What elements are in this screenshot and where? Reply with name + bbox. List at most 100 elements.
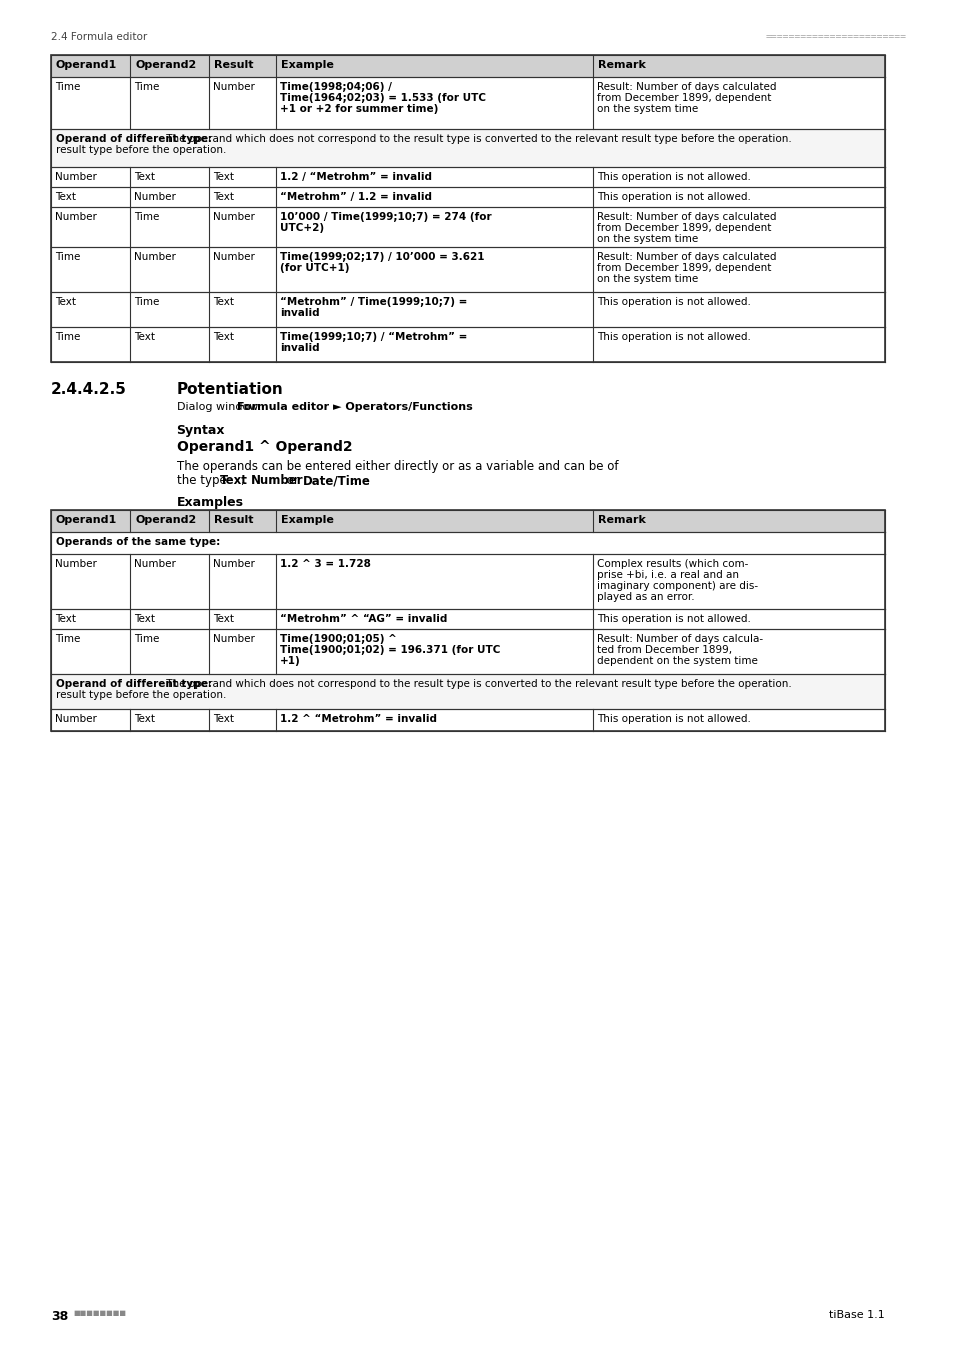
Text: Example: Example [281, 59, 334, 70]
Text: Text: Text [134, 332, 155, 342]
Text: Time(1900;01;02) = 196.371 (for UTC: Time(1900;01;02) = 196.371 (for UTC [280, 645, 500, 655]
Text: UTC+2): UTC+2) [280, 223, 324, 234]
Text: Complex results (which com-: Complex results (which com- [597, 559, 747, 568]
Text: .: . [351, 474, 355, 487]
Text: Time: Time [55, 252, 80, 262]
Text: Remark: Remark [598, 59, 645, 70]
Text: prise +bi, i.e. a real and an: prise +bi, i.e. a real and an [597, 570, 739, 580]
Text: Text: Text [213, 614, 234, 624]
Text: Text: Text [55, 614, 76, 624]
Text: The operand which does not correspond to the result type is converted to the rel: The operand which does not correspond to… [163, 679, 791, 688]
Text: Number: Number [213, 212, 255, 221]
Text: Text: Text [213, 297, 234, 306]
Text: or: or [283, 474, 303, 487]
Text: Result: Result [214, 59, 253, 70]
Text: Number: Number [55, 171, 96, 182]
Text: Time(1999;02;17) / 10’000 = 3.621: Time(1999;02;17) / 10’000 = 3.621 [280, 252, 484, 262]
Text: This operation is not allowed.: This operation is not allowed. [597, 297, 750, 306]
Text: result type before the operation.: result type before the operation. [56, 144, 226, 155]
Text: Text: Text [134, 171, 155, 182]
Text: Time: Time [134, 212, 159, 221]
Text: “Metrohm” / Time(1999;10;7) =: “Metrohm” / Time(1999;10;7) = [280, 297, 467, 306]
Text: the type: the type [176, 474, 230, 487]
Text: Time: Time [134, 634, 159, 644]
Text: Number: Number [55, 714, 96, 724]
Text: Text: Text [134, 614, 155, 624]
Text: ,: , [241, 474, 249, 487]
Text: Operand2: Operand2 [135, 514, 196, 525]
Text: Text: Text [213, 714, 234, 724]
Text: ■■■■■■■■: ■■■■■■■■ [73, 1310, 127, 1316]
Text: Dialog window:: Dialog window: [176, 402, 264, 412]
Text: “Metrohm” ^ “AG” = invalid: “Metrohm” ^ “AG” = invalid [280, 614, 447, 624]
Bar [51, 674, 883, 709]
Text: from December 1899, dependent: from December 1899, dependent [597, 93, 770, 103]
Text: on the system time: on the system time [597, 104, 698, 113]
Text: +1): +1) [280, 656, 300, 666]
Text: from December 1899, dependent: from December 1899, dependent [597, 263, 770, 273]
Bar [51, 510, 883, 532]
Text: Remark: Remark [598, 514, 645, 525]
Text: Operands of the same type:: Operands of the same type: [56, 537, 220, 547]
Text: Number: Number [55, 559, 96, 568]
Text: ========================: ======================== [764, 32, 905, 42]
Text: result type before the operation.: result type before the operation. [56, 690, 226, 701]
Text: Operand1: Operand1 [56, 514, 117, 525]
Text: 1.2 ^ “Metrohm” = invalid: 1.2 ^ “Metrohm” = invalid [280, 714, 436, 724]
Text: Operand1: Operand1 [56, 59, 117, 70]
Text: from December 1899, dependent: from December 1899, dependent [597, 223, 770, 234]
Text: Number: Number [134, 559, 176, 568]
Text: Operand of different type:: Operand of different type: [56, 134, 212, 144]
Text: invalid: invalid [280, 308, 319, 319]
Text: Time(1964;02;03) = 1.533 (for UTC: Time(1964;02;03) = 1.533 (for UTC [280, 93, 485, 103]
Text: Operand2: Operand2 [135, 59, 196, 70]
Bar [51, 130, 883, 167]
Text: This operation is not allowed.: This operation is not allowed. [597, 171, 750, 182]
Text: played as an error.: played as an error. [597, 593, 694, 602]
Text: Example: Example [281, 514, 334, 525]
Text: (for UTC+1): (for UTC+1) [280, 263, 349, 273]
Text: Text: Text [213, 332, 234, 342]
Text: This operation is not allowed.: This operation is not allowed. [597, 714, 750, 724]
Text: Examples: Examples [176, 495, 243, 509]
Text: 10’000 / Time(1999;10;7) = 274 (for: 10’000 / Time(1999;10;7) = 274 (for [280, 212, 491, 221]
Text: 38: 38 [51, 1310, 69, 1323]
Text: Result: Number of days calculated: Result: Number of days calculated [597, 252, 776, 262]
Text: Number: Number [251, 474, 303, 487]
Text: Time: Time [55, 332, 80, 342]
Text: ted from December 1899,: ted from December 1899, [597, 645, 731, 655]
Text: 1.2 ^ 3 = 1.728: 1.2 ^ 3 = 1.728 [280, 559, 371, 568]
Text: “Metrohm” / 1.2 = invalid: “Metrohm” / 1.2 = invalid [280, 192, 432, 202]
Text: Time: Time [55, 634, 80, 644]
Text: on the system time: on the system time [597, 274, 698, 284]
Text: on the system time: on the system time [597, 234, 698, 244]
Text: Time: Time [134, 297, 159, 306]
Text: Syntax: Syntax [176, 424, 225, 437]
Text: tiBase 1.1: tiBase 1.1 [828, 1310, 883, 1320]
Text: 1.2 / “Metrohm” = invalid: 1.2 / “Metrohm” = invalid [280, 171, 432, 182]
Text: Time(1999;10;7) / “Metrohm” =: Time(1999;10;7) / “Metrohm” = [280, 332, 467, 342]
Text: Text: Text [55, 297, 76, 306]
Text: Number: Number [213, 559, 255, 568]
Text: Operand1 ^ Operand2: Operand1 ^ Operand2 [176, 440, 352, 454]
Text: Number: Number [213, 82, 255, 92]
Text: Time: Time [134, 82, 159, 92]
Text: Operand of different type:: Operand of different type: [56, 679, 212, 688]
Text: Formula editor ► Operators/Functions: Formula editor ► Operators/Functions [237, 402, 473, 412]
Text: Time(1998;04;06) /: Time(1998;04;06) / [280, 82, 392, 92]
Text: Text: Text [219, 474, 248, 487]
Text: +1 or +2 for summer time): +1 or +2 for summer time) [280, 104, 438, 113]
Text: 2.4.4.2.5: 2.4.4.2.5 [51, 382, 127, 397]
Text: The operands can be entered either directly or as a variable and can be of: The operands can be entered either direc… [176, 460, 618, 472]
Text: Number: Number [55, 212, 96, 221]
Text: Result: Number of days calculated: Result: Number of days calculated [597, 82, 776, 92]
Text: Text: Text [55, 192, 76, 202]
Text: The operand which does not correspond to the result type is converted to the rel: The operand which does not correspond to… [163, 134, 791, 144]
Bar [51, 510, 883, 730]
Text: Time(1900;01;05) ^: Time(1900;01;05) ^ [280, 634, 396, 644]
Text: 2.4 Formula editor: 2.4 Formula editor [51, 32, 147, 42]
Text: Time: Time [55, 82, 80, 92]
Text: This operation is not allowed.: This operation is not allowed. [597, 614, 750, 624]
Text: Text: Text [213, 192, 234, 202]
Text: Result: Number of days calculated: Result: Number of days calculated [597, 212, 776, 221]
